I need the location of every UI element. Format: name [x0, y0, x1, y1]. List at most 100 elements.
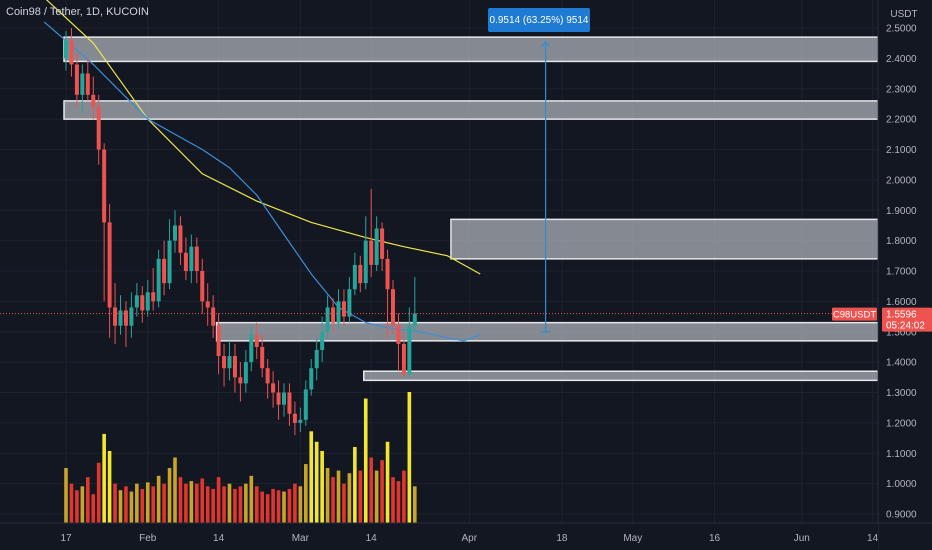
volume-bar — [353, 447, 357, 523]
candle-body — [265, 368, 270, 384]
price-axis-unit-label: USDT — [890, 9, 917, 20]
volume-bar — [363, 398, 368, 523]
volume-bar — [184, 483, 188, 523]
symbol-tag-label: C98USDT — [833, 310, 876, 321]
volume-bar — [216, 477, 221, 523]
price-tick-label: 1.2000 — [886, 418, 917, 429]
price-tick-label: 2.2000 — [886, 115, 917, 126]
price-tick-label: 1.5000 — [886, 327, 917, 338]
candle-body — [276, 392, 281, 405]
time-tick-label: 14 — [213, 533, 225, 544]
time-tick-label: Mar — [292, 533, 310, 544]
price-tick-label: 1.0000 — [886, 479, 917, 490]
volume-bar — [396, 481, 401, 523]
candle-body — [102, 149, 107, 223]
volume-bar — [151, 486, 155, 523]
volume-bar — [369, 457, 373, 523]
volume-bar — [358, 470, 363, 523]
volume-bar — [244, 483, 248, 523]
volume-bar — [276, 490, 281, 523]
volume-bar — [129, 491, 134, 523]
candle-body — [282, 392, 286, 405]
candle-body — [194, 246, 199, 271]
price-tick-label: 2.1000 — [886, 145, 917, 156]
volume-bar — [265, 494, 270, 523]
time-tick-label: Feb — [139, 533, 157, 544]
candle-body — [412, 313, 417, 326]
volume-bar — [391, 477, 395, 523]
candle-body — [118, 310, 123, 326]
price-tick-label: 1.8000 — [886, 236, 917, 247]
candle-body — [260, 346, 265, 369]
price-tick-label: 1.6000 — [886, 297, 917, 308]
volume-bar — [91, 494, 96, 523]
candle-body — [347, 289, 352, 317]
volume-bar — [113, 483, 117, 523]
candle-body — [64, 40, 68, 59]
candle-body — [80, 73, 85, 95]
time-tick-label: May — [623, 533, 642, 544]
volume-bar — [145, 482, 150, 523]
support-resistance-zone — [363, 370, 879, 382]
candle-body — [232, 356, 237, 378]
chart-title: Coin98 / Tether, 1D, KUCOIN — [6, 6, 149, 18]
volume-bar — [167, 467, 172, 523]
volume-bar — [347, 473, 352, 523]
volume-bar — [304, 464, 308, 523]
time-tick-label: 16 — [709, 533, 721, 544]
candle-body — [325, 307, 330, 332]
candle-body — [156, 258, 161, 302]
time-tick-label: 17 — [60, 533, 72, 544]
volume-bar — [374, 470, 379, 523]
time-axis-panel — [0, 523, 878, 550]
candle-body — [167, 240, 172, 284]
price-tick-label: 1.3000 — [886, 388, 917, 399]
price-tick-label: 1.9000 — [886, 206, 917, 217]
volume-bar — [80, 486, 85, 523]
time-tick-label: 14 — [867, 533, 879, 544]
time-tick-label: Jun — [794, 533, 810, 544]
volume-bar — [211, 488, 215, 523]
volume-bar — [75, 490, 79, 523]
candle-body — [407, 325, 412, 375]
candle-body — [249, 334, 254, 363]
price-tick-label: 2.5000 — [886, 24, 917, 35]
volume-bar — [254, 486, 259, 523]
volume-bar — [233, 488, 237, 523]
time-tick-label: 18 — [556, 533, 568, 544]
volume-bar — [173, 457, 177, 523]
measure-label-box — [488, 8, 590, 32]
volume-bar — [413, 486, 417, 523]
candle-body — [151, 292, 156, 302]
current-price-value: 1.5596 — [886, 310, 917, 321]
price-tick-label: 2.4000 — [886, 54, 917, 65]
volume-bar — [325, 467, 330, 523]
candle-body — [309, 368, 314, 390]
candle-body — [227, 356, 232, 369]
bar-countdown: 05:24:02 — [886, 321, 925, 332]
volume-bar — [249, 475, 254, 523]
volume-bar — [102, 433, 106, 523]
candle-body — [222, 356, 227, 369]
candle-body — [271, 383, 276, 393]
candle-body — [140, 295, 145, 311]
volume-bar — [260, 491, 264, 523]
volume-bar — [69, 483, 74, 523]
volume-bar — [227, 483, 232, 523]
candle-body — [123, 310, 128, 326]
volume-bar — [135, 483, 139, 523]
candle-body — [352, 264, 357, 290]
candle-body — [396, 325, 401, 344]
volume-bar — [107, 450, 112, 523]
volume-bar — [320, 450, 324, 523]
support-resistance-zone — [63, 100, 879, 120]
candle-body — [189, 246, 194, 271]
candle-body — [292, 413, 297, 423]
volume-bar — [156, 475, 161, 523]
time-tick-label: 14 — [366, 533, 378, 544]
candle-body — [287, 392, 292, 414]
measure-label-text: 0.9514 (63.25%) 9514 — [490, 15, 589, 26]
